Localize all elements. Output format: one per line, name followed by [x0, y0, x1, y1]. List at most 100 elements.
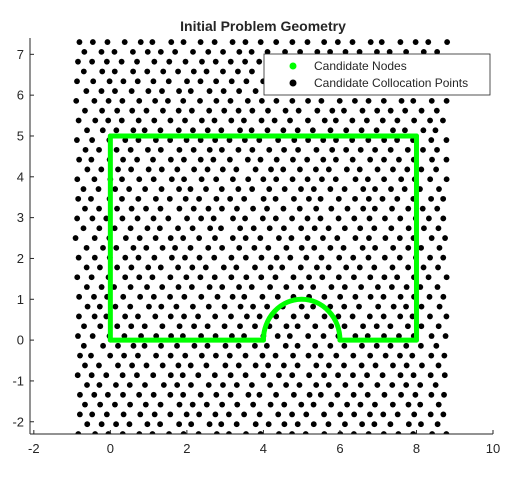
- collocation-point: [381, 137, 388, 143]
- collocation-point: [167, 156, 174, 163]
- collocation-point: [181, 293, 188, 300]
- collocation-point: [321, 117, 328, 124]
- collocation-point: [228, 254, 235, 261]
- collocation-point: [352, 97, 358, 104]
- collocation-point: [213, 78, 220, 85]
- collocation-point: [205, 244, 212, 251]
- collocation-point: [386, 48, 393, 55]
- collocation-point: [113, 146, 120, 153]
- collocation-point: [227, 58, 234, 65]
- collocation-point: [311, 244, 318, 251]
- collocation-point: [296, 382, 303, 388]
- collocation-point: [179, 333, 186, 339]
- collocation-point: [317, 215, 324, 222]
- collocation-point: [341, 323, 348, 330]
- collocation-point: [128, 323, 135, 330]
- collocation-point: [237, 225, 244, 232]
- collocation-point: [427, 372, 434, 379]
- collocation-point: [184, 215, 190, 222]
- collocation-point: [433, 107, 440, 114]
- collocation-point: [167, 372, 174, 379]
- collocation-point: [242, 39, 249, 45]
- collocation-point: [205, 303, 212, 310]
- collocation-point: [409, 313, 416, 320]
- y-tick-label: 1: [17, 292, 24, 307]
- chart-title: Initial Problem Geometry: [180, 18, 346, 34]
- collocation-point: [172, 244, 178, 251]
- collocation-point: [381, 391, 388, 398]
- collocation-point: [328, 323, 335, 330]
- collocation-point: [327, 127, 334, 134]
- collocation-point: [182, 58, 189, 65]
- collocation-point: [276, 235, 282, 241]
- collocation-point: [176, 323, 183, 330]
- collocation-point: [256, 411, 263, 418]
- collocation-point: [136, 391, 143, 398]
- legend-label-nodes: Candidate Nodes: [314, 59, 407, 73]
- collocation-point: [319, 274, 326, 281]
- collocation-point: [289, 97, 296, 104]
- collocation-point: [321, 431, 328, 434]
- collocation-point: [273, 156, 280, 163]
- collocation-point: [188, 107, 195, 114]
- collocation-point: [403, 48, 410, 55]
- collocation-point: [187, 244, 194, 251]
- collocation-point: [349, 39, 356, 45]
- collocation-point: [341, 186, 348, 192]
- collocation-point: [167, 411, 174, 418]
- collocation-point: [381, 176, 387, 183]
- legend-box: [263, 53, 491, 96]
- collocation-point: [75, 333, 81, 339]
- collocation-point: [150, 293, 157, 300]
- collocation-point: [111, 225, 118, 232]
- collocation-point: [227, 195, 234, 202]
- collocation-point: [321, 293, 328, 300]
- collocation-point: [112, 401, 118, 408]
- collocation-point: [159, 323, 166, 330]
- collocation-point: [365, 97, 372, 104]
- collocation-point: [273, 39, 280, 45]
- collocation-point: [387, 421, 394, 428]
- collocation-point: [313, 264, 320, 271]
- collocation-point: [158, 342, 164, 349]
- collocation-point: [138, 333, 144, 339]
- collocation-point: [283, 323, 290, 330]
- collocation-point: [387, 342, 394, 349]
- collocation-point: [105, 117, 112, 124]
- collocation-point: [267, 401, 274, 408]
- collocation-point: [206, 88, 213, 94]
- collocation-point: [344, 401, 351, 408]
- collocation-point: [371, 205, 378, 212]
- collocation-point: [380, 431, 387, 434]
- collocation-point: [141, 323, 148, 330]
- collocation-point: [252, 342, 258, 349]
- collocation-point: [344, 205, 351, 212]
- collocation-point: [242, 372, 249, 379]
- collocation-point: [149, 431, 156, 434]
- collocation-point: [111, 48, 118, 55]
- collocation-point: [271, 117, 278, 124]
- collocation-point: [443, 97, 450, 104]
- collocation-point: [352, 235, 359, 241]
- collocation-point: [306, 372, 313, 379]
- collocation-point: [321, 411, 327, 418]
- collocation-point: [432, 382, 439, 388]
- collocation-point: [443, 431, 450, 434]
- collocation-point: [389, 401, 396, 408]
- collocation-point: [168, 254, 175, 261]
- collocation-point: [266, 186, 273, 192]
- collocation-point: [341, 225, 348, 232]
- boundary-arc: [260, 296, 343, 343]
- collocation-point: [432, 127, 439, 134]
- collocation-point: [428, 97, 435, 104]
- collocation-point: [190, 68, 197, 75]
- collocation-point: [226, 352, 233, 359]
- collocation-point: [360, 205, 367, 212]
- collocation-point: [310, 303, 316, 310]
- collocation-point: [257, 235, 264, 241]
- collocation-point: [149, 274, 156, 281]
- collocation-point: [335, 215, 342, 222]
- collocation-point: [397, 293, 404, 300]
- collocation-point: [113, 421, 119, 428]
